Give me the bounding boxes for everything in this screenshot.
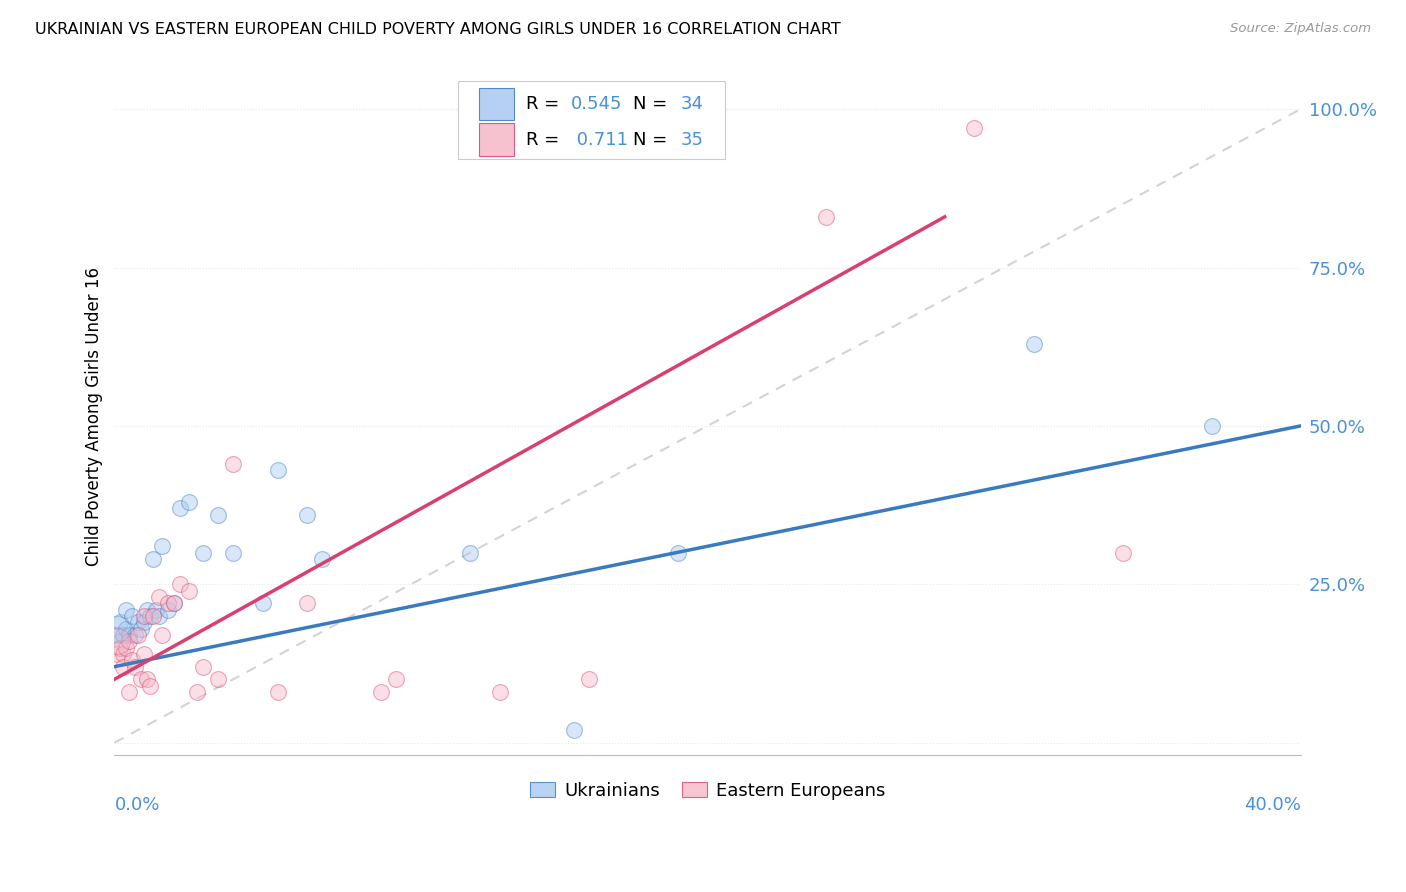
Point xyxy=(139,679,162,693)
FancyBboxPatch shape xyxy=(478,88,515,120)
Point xyxy=(156,596,179,610)
Text: N =: N = xyxy=(633,95,673,113)
Point xyxy=(177,583,200,598)
Point xyxy=(145,602,167,616)
Point xyxy=(127,615,149,630)
Point xyxy=(142,552,165,566)
Text: R =: R = xyxy=(526,131,565,149)
Point xyxy=(110,640,132,655)
Point xyxy=(142,609,165,624)
Point xyxy=(110,615,132,630)
Text: Source: ZipAtlas.com: Source: ZipAtlas.com xyxy=(1230,22,1371,36)
FancyBboxPatch shape xyxy=(478,123,515,156)
Point xyxy=(115,602,138,616)
Point xyxy=(132,615,155,630)
Point xyxy=(163,596,186,610)
Point xyxy=(252,596,274,610)
Point xyxy=(124,628,146,642)
Text: R =: R = xyxy=(526,95,565,113)
Point xyxy=(963,121,986,136)
Point xyxy=(193,659,215,673)
Point xyxy=(136,673,159,687)
Text: 34: 34 xyxy=(681,95,703,113)
Point xyxy=(1111,546,1133,560)
Text: 0.0%: 0.0% xyxy=(114,796,160,814)
Point xyxy=(222,457,245,471)
Text: N =: N = xyxy=(633,131,673,149)
Point xyxy=(105,634,128,648)
Point xyxy=(163,596,186,610)
Point xyxy=(105,647,128,661)
Text: 40.0%: 40.0% xyxy=(1244,796,1301,814)
Point xyxy=(222,546,245,560)
Point xyxy=(169,501,191,516)
Point xyxy=(115,640,138,655)
Point xyxy=(105,622,128,636)
Point xyxy=(150,628,173,642)
Point xyxy=(132,609,155,624)
Point xyxy=(118,685,141,699)
Point xyxy=(578,673,600,687)
Point xyxy=(156,602,179,616)
Point xyxy=(193,546,215,560)
Point xyxy=(129,622,152,636)
Point xyxy=(124,659,146,673)
Point xyxy=(186,685,208,699)
Text: 0.711: 0.711 xyxy=(571,131,628,149)
FancyBboxPatch shape xyxy=(458,81,725,159)
Point xyxy=(148,590,170,604)
Point xyxy=(121,653,143,667)
Point xyxy=(112,628,135,642)
Point xyxy=(1022,336,1045,351)
Point xyxy=(121,609,143,624)
Point xyxy=(266,463,288,477)
Point xyxy=(815,210,838,224)
Y-axis label: Child Poverty Among Girls Under 16: Child Poverty Among Girls Under 16 xyxy=(86,267,103,566)
Point xyxy=(132,647,155,661)
Point xyxy=(458,546,481,560)
Point xyxy=(112,647,135,661)
Point xyxy=(1201,418,1223,433)
Point xyxy=(295,596,318,610)
Point xyxy=(136,602,159,616)
Point xyxy=(385,673,408,687)
Point xyxy=(177,495,200,509)
Point xyxy=(139,609,162,624)
Point xyxy=(207,673,229,687)
Point xyxy=(207,508,229,522)
Point xyxy=(150,539,173,553)
Point xyxy=(370,685,392,699)
Point xyxy=(118,628,141,642)
Point xyxy=(110,634,132,648)
Point xyxy=(112,659,135,673)
Text: UKRAINIAN VS EASTERN EUROPEAN CHILD POVERTY AMONG GIRLS UNDER 16 CORRELATION CHA: UKRAINIAN VS EASTERN EUROPEAN CHILD POVE… xyxy=(35,22,841,37)
Point xyxy=(295,508,318,522)
Legend: Ukrainians, Eastern Europeans: Ukrainians, Eastern Europeans xyxy=(523,775,893,807)
Point xyxy=(311,552,333,566)
Point xyxy=(148,609,170,624)
Point xyxy=(666,546,689,560)
Point xyxy=(562,723,585,737)
Point xyxy=(105,628,128,642)
Text: 0.545: 0.545 xyxy=(571,95,623,113)
Text: 35: 35 xyxy=(681,131,703,149)
Point xyxy=(489,685,512,699)
Point xyxy=(129,673,152,687)
Point xyxy=(169,577,191,591)
Point xyxy=(115,622,138,636)
Point xyxy=(127,628,149,642)
Point xyxy=(118,634,141,648)
Point xyxy=(266,685,288,699)
